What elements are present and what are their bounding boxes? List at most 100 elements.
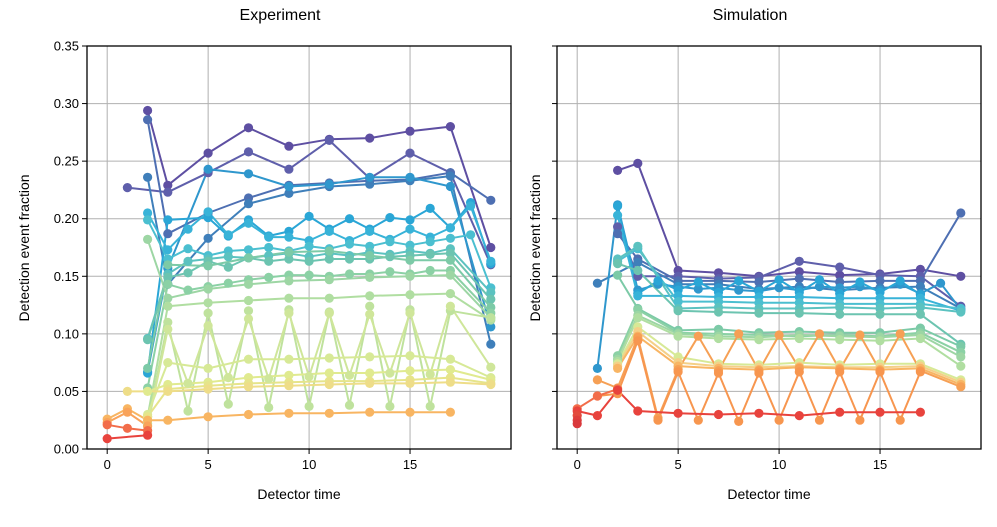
experiment-data-point (203, 384, 213, 394)
experiment-data-point (405, 126, 415, 136)
experiment-data-point (324, 179, 334, 189)
experiment-data-point (324, 368, 334, 378)
experiment-data-point (163, 358, 173, 368)
simulation-data-point (814, 329, 825, 339)
simulation-data-point (592, 363, 603, 373)
simulation-title: Simulation (713, 7, 788, 24)
experiment-data-point (445, 122, 455, 132)
simulation-data-point (633, 406, 643, 416)
experiment-data-point (365, 226, 375, 236)
simulation-data-point (915, 333, 926, 344)
simulation-data-point (613, 201, 623, 211)
experiment-data-point (243, 123, 254, 133)
simulation-data-point (956, 208, 966, 218)
experiment-ticks: 0 5 10 15 0.00 0.05 0.10 0.15 0.20 0.25 0.30 0.35 (54, 39, 418, 473)
simulation-data-point (915, 282, 926, 292)
experiment-data-point (405, 366, 415, 376)
simulation-data-point (673, 306, 683, 316)
experiment-data-point (203, 148, 213, 158)
simulation-data-point (734, 285, 744, 295)
experiment-data-point (183, 268, 193, 278)
experiment-data-point (425, 401, 435, 411)
simulation-data-point (835, 367, 845, 377)
simulation-data-point (633, 241, 643, 251)
simulation-data-point (936, 278, 946, 288)
experiment-data-point (324, 226, 334, 236)
experiment-data-point (122, 423, 132, 433)
experiment-data-point (243, 169, 254, 179)
experiment-data-point (163, 245, 173, 255)
simulation-data-point (734, 416, 744, 426)
simulation-data-point (713, 333, 724, 344)
simulation-series (572, 158, 966, 429)
simulation-series-line-6 (616, 205, 921, 296)
simulation-data-point (754, 368, 764, 378)
experiment-data-point (163, 317, 173, 327)
experiment-data-point (284, 370, 294, 380)
experiment-data-point (163, 279, 173, 289)
experiment-data-point (405, 271, 415, 281)
simulation-data-point (693, 415, 703, 425)
experiment-data-point (486, 379, 496, 390)
experiment-data-point (486, 313, 496, 323)
simulation-data-point (915, 367, 926, 377)
experiment-data-point (405, 290, 415, 300)
experiment-data-point (486, 339, 496, 349)
experiment-data-point (203, 284, 213, 294)
simulation-data-point (592, 375, 603, 385)
simulation-data-point (673, 331, 683, 341)
simulation-data-point (754, 277, 764, 287)
simulation-data-point (855, 415, 865, 425)
experiment-data-point (486, 362, 496, 372)
experiment-data-point (243, 382, 254, 392)
experiment-data-point (143, 234, 153, 244)
simulation-data-point (835, 262, 845, 272)
simulation-data-point (633, 291, 643, 301)
experiment-data-point (243, 253, 254, 263)
experiment-data-point (365, 301, 375, 311)
simulation-data-point (915, 302, 926, 312)
simulation-data-point (794, 267, 804, 277)
experiment-data-point (304, 211, 314, 221)
experiment-data-point (385, 267, 395, 277)
simulation-data-point (734, 276, 744, 286)
simulation-data-point (713, 409, 724, 420)
experiment-data-point (284, 308, 294, 318)
experiment-data-point (304, 270, 314, 280)
experiment-data-point (385, 252, 395, 262)
experiment-data-point (203, 363, 213, 373)
experiment-data-point (264, 232, 274, 242)
experiment-data-point (243, 295, 254, 306)
experiment-data-point (365, 291, 375, 301)
experiment-data-point (102, 420, 112, 430)
simulation-series-line-16 (616, 330, 962, 384)
experiment-data-point (143, 363, 153, 373)
simulation-x-tick-label: 5 (675, 457, 682, 472)
experiment-data-point (163, 301, 173, 311)
simulation-data-point (956, 361, 966, 371)
experiment-data-point (203, 298, 213, 308)
simulation-data-point (895, 276, 905, 286)
simulation-data-point (895, 415, 905, 425)
experiment-data-point (445, 233, 455, 243)
experiment-x-tick-label: 15 (403, 457, 417, 472)
experiment-data-point (385, 213, 395, 223)
experiment-data-point (183, 378, 193, 388)
experiment-data-point (183, 256, 193, 266)
experiment-data-point (163, 180, 173, 190)
simulation-data-point (835, 407, 845, 417)
experiment-data-point (183, 406, 193, 416)
experiment-data-point (324, 246, 334, 256)
experiment-data-point (163, 293, 173, 303)
simulation-data-point (633, 313, 643, 323)
simulation-x-tick-label: 0 (574, 457, 581, 472)
simulation-data-point (633, 265, 643, 276)
experiment-data-point (122, 407, 132, 417)
experiment-data-point (365, 378, 375, 388)
experiment-x-tick-label: 0 (104, 457, 111, 472)
simulation-series-line-21 (576, 389, 921, 417)
experiment-data-point (203, 321, 213, 331)
simulation-data-point (613, 259, 623, 269)
experiment-data-point (243, 306, 254, 316)
simulation-data-point (835, 309, 845, 319)
